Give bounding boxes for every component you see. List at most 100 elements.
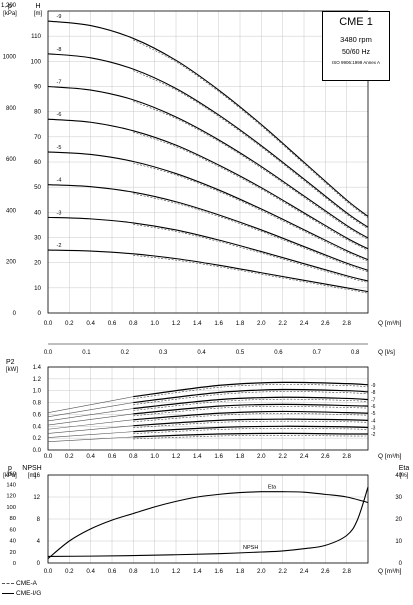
x-tick-label: 0.4: [86, 453, 95, 460]
x-axis-label: Q [m³/h]: [378, 453, 402, 460]
x-tick-label: 0.2: [65, 320, 74, 327]
y-tick-label: 0.4: [33, 424, 42, 430]
y-tick-label-m: 0: [38, 310, 42, 317]
power-curve-cme-a: [133, 427, 369, 434]
top-axis-tick-label: 0.0: [44, 350, 53, 356]
x-tick-label: 0.0: [44, 453, 53, 460]
y-tick-label-kpa: 400: [6, 208, 17, 214]
x-tick-label: 0.6: [108, 320, 117, 327]
x-tick-label: 2.6: [321, 320, 330, 327]
y-tick-label-kpa: 1,200: [1, 3, 17, 9]
y-tick-label: 0.6: [33, 412, 42, 418]
x-tick-label: 0.8: [129, 320, 138, 327]
x-tick-label: 1.4: [193, 320, 202, 327]
x-tick-label: 2.4: [300, 453, 309, 460]
curve-label: -4: [371, 418, 376, 424]
curve-label: -3: [371, 425, 376, 431]
y-tick-label: 1.0: [33, 389, 42, 395]
legend: CME-A CME-I/G: [2, 578, 92, 598]
legend-item-cme-ig: CME-I/G: [2, 588, 92, 598]
power-curve-cme-a: [133, 413, 369, 423]
y-axis-unit: [m]: [34, 11, 43, 17]
head-curve: [47, 85, 369, 239]
x-tick-label: 2.0: [257, 568, 266, 575]
x-tick-label: 0.2: [65, 568, 74, 575]
y-axis-label: NPSH: [22, 465, 41, 472]
curve-label: -4: [57, 178, 62, 184]
curve-label: -8: [57, 47, 62, 53]
y2-tick-label: 30: [395, 495, 402, 501]
y-tick-label-m: 50: [34, 184, 41, 191]
x-tick-label: 0.8: [129, 453, 138, 460]
head-curve: [47, 184, 369, 271]
x-tick-label: 1.6: [214, 453, 223, 460]
head-curve-cme-a: [133, 70, 369, 229]
top-axis-label: Q [l/s]: [378, 349, 395, 356]
y-tick-label-kpa: 800: [6, 106, 17, 112]
power-curve: [133, 418, 369, 427]
power-curve-low-flow: [47, 436, 134, 442]
x-tick-label: 2.4: [300, 320, 309, 327]
x-tick-label: 2.0: [257, 320, 266, 327]
y-tick-label-m: 10: [34, 285, 41, 292]
x-tick-label: 2.8: [342, 568, 351, 575]
power-curve-cme-a: [133, 398, 369, 411]
efficiency-curve: [47, 491, 369, 560]
x-tick-label: 1.0: [150, 320, 159, 327]
head-curve-cme-a: [133, 224, 369, 283]
x-tick-label: 1.6: [214, 568, 223, 575]
y-tick-label: 1.2: [33, 377, 42, 383]
y-tick-label-kpa: 200: [6, 260, 17, 266]
efficiency-label: Eta: [268, 484, 277, 490]
y-tick-label-m: 20: [34, 260, 41, 267]
y-tick-label-kpa: 60: [10, 527, 16, 533]
head-curve: [47, 53, 369, 228]
y-tick-label-kpa: 0: [13, 561, 16, 567]
x-tick-label: 0.2: [65, 453, 74, 460]
y2-tick-label: 0: [399, 561, 403, 567]
y-tick-label-kpa: 120: [6, 494, 16, 500]
head-curve: [47, 249, 369, 293]
legend-item-cme-a: CME-A: [2, 578, 92, 588]
head-curve: [47, 20, 369, 217]
head-curve: [47, 118, 369, 250]
x-tick-label: 0.6: [108, 453, 117, 460]
y-tick-label-m: 60: [34, 159, 41, 166]
power-curve-low-flow: [47, 413, 134, 426]
y-axis-label: P2: [6, 359, 15, 366]
x-tick-label: 2.4: [300, 568, 309, 575]
x-tick-label: 1.0: [150, 453, 159, 460]
x-tick-label: 2.8: [342, 453, 351, 460]
head-curve-cme-a: [133, 193, 369, 273]
y-tick-label-m: 70: [34, 134, 41, 141]
y-tick-label-kpa: 100: [6, 505, 16, 511]
y-tick-label-m: 100: [31, 58, 42, 65]
x-axis-label: Q [m³/h]: [378, 568, 402, 575]
curve-label: -2: [371, 432, 376, 438]
x-tick-label: 0.4: [86, 568, 95, 575]
top-axis-tick-label: 0.4: [197, 350, 206, 356]
power-curve-low-flow: [47, 402, 134, 418]
top-axis-tick-label: 0.8: [351, 350, 360, 356]
curve-label: -5: [57, 145, 62, 151]
y-axis-unit: [m]: [28, 473, 37, 479]
pump-info-box: CME 1 3480 rpm 50/60 Hz ISO 9906:1999 An…: [322, 11, 390, 81]
power-curve-cme-a: [133, 406, 369, 417]
y-axis-label: H: [35, 3, 40, 10]
head-curve-cme-a: [133, 255, 369, 294]
y2-tick-label: 20: [395, 517, 402, 523]
curve-label: -7: [371, 398, 376, 404]
power-curve: [133, 410, 369, 421]
power-curve-cme-a: [133, 420, 369, 428]
curve-label: -5: [371, 411, 376, 417]
top-axis-tick-label: 0.3: [159, 350, 168, 356]
x-tick-label: 2.2: [278, 453, 287, 460]
curve-label: -6: [57, 112, 62, 118]
y-tick-label-m: 16: [33, 473, 40, 479]
power-curve: [133, 381, 369, 398]
power-curve-low-flow: [47, 396, 134, 413]
y2-axis-unit: [%]: [400, 473, 409, 479]
npsh-curve: [47, 486, 369, 557]
x-tick-label: 2.2: [278, 320, 287, 327]
